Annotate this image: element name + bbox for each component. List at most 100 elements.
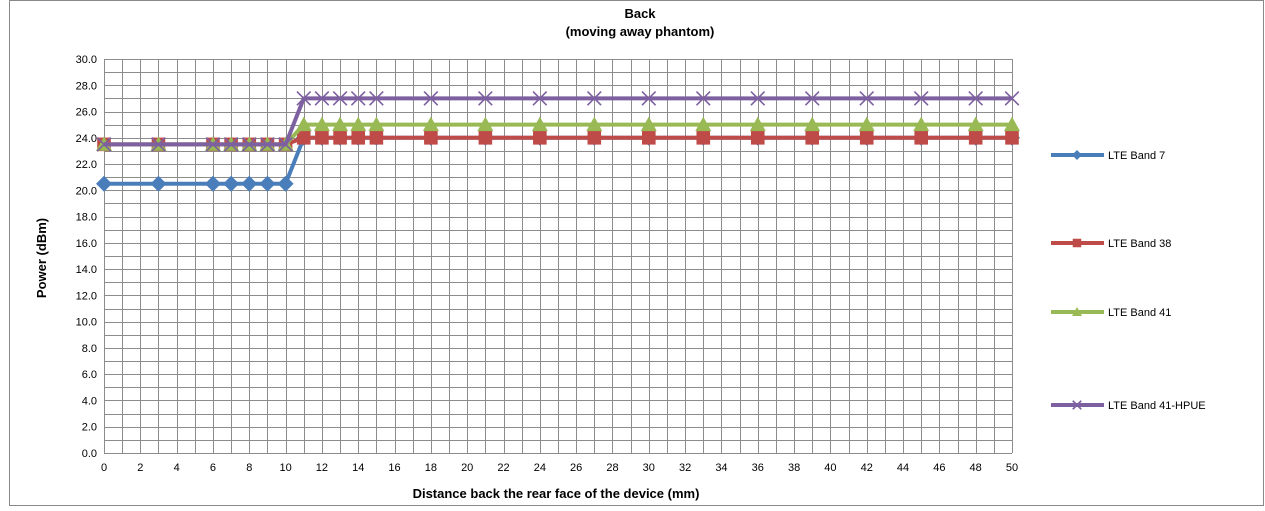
data-point [1072,150,1082,160]
x-tick-label: 34 [715,462,727,474]
data-point [1005,131,1019,145]
data-point [369,131,384,145]
y-tick-label: 8.0 [82,343,97,355]
data-point [259,175,276,192]
data-point [967,116,984,132]
data-point [477,91,493,106]
data-point [223,175,240,192]
data-point [914,131,928,145]
y-tick-label: 16.0 [76,238,97,250]
data-point [586,91,602,106]
data-point [204,175,221,192]
data-point [1004,91,1020,106]
data-point [332,91,348,106]
data-point [477,116,494,132]
x-tick-label: 32 [679,462,691,474]
data-point [96,137,112,152]
legend-label: LTE Band 7 [1108,150,1165,162]
legend-label: LTE Band 41-HPUE [1108,400,1206,412]
x-tick-label: 0 [101,462,107,474]
data-point [1072,307,1082,316]
y-tick-label: 30.0 [76,54,97,66]
x-tick-label: 46 [933,462,945,474]
chart-subtitle: (moving away phantom) [566,24,715,39]
x-tick-label: 42 [861,462,873,474]
data-point [368,116,385,132]
data-point [750,131,765,145]
data-point [913,116,930,132]
data-point [241,175,258,192]
data-point [296,91,312,106]
legend-entry: LTE Band 38 [1051,238,1171,250]
y-tick-label: 18.0 [76,212,97,224]
data-point [333,131,347,145]
y-tick-label: 28.0 [76,80,97,92]
y-tick-label: 20.0 [76,185,97,197]
data-point [533,131,547,145]
x-tick-label: 30 [643,462,655,474]
data-point [859,91,875,106]
data-point [1072,238,1082,248]
data-point [151,137,166,152]
chart-title: Back [624,6,656,21]
data-point [424,131,438,145]
data-point [805,131,820,145]
data-point [968,131,983,145]
data-point [315,131,329,145]
x-tick-label: 36 [752,462,764,474]
legend-entry: LTE Band 7 [1051,150,1165,162]
y-tick-label: 0.0 [82,448,97,460]
x-tick-label: 2 [137,462,143,474]
x-tick-label: 4 [174,462,180,474]
data-point [277,175,294,192]
data-point [423,91,439,106]
data-point [296,131,311,145]
data-point [587,131,602,145]
y-tick-label: 10.0 [76,317,97,329]
x-axis-title: Distance back the rear face of the devic… [413,486,700,501]
data-point [1004,116,1020,132]
x-tick-label: 20 [461,462,473,474]
x-tick-label: 26 [570,462,582,474]
x-tick-label: 18 [425,462,437,474]
y-tick-label: 2.0 [82,422,97,434]
data-point [640,116,657,132]
legend: LTE Band 7 LTE Band 38 LTE Band 41 LTE Band… [1051,150,1206,412]
x-tick-label: 28 [606,462,618,474]
data-point [369,91,384,106]
x-tick-label: 6 [210,462,216,474]
y-tick-label: 22.0 [76,159,97,171]
axes: 0.0 2.0 4.0 6.0 8.0 10.0 12.0 14.0 16.0 18.0 20.0 2… [76,54,1019,474]
series [96,91,1020,152]
y-tick-label: 4.0 [82,395,97,407]
data-point [750,91,766,106]
data-point [313,116,330,132]
x-tick-label: 50 [1006,462,1018,474]
legend-label: LTE Band 38 [1108,238,1171,250]
data-point [422,116,439,132]
data-point [804,91,820,106]
legend-entry: LTE Band 41-HPUE [1051,400,1206,412]
series-line [104,96,1012,147]
chart-frame [9,0,1264,506]
x-tick-label: 10 [279,462,291,474]
data-point [351,131,366,145]
data-point [350,91,366,106]
x-tick-label: 22 [497,462,509,474]
data-point [641,91,657,106]
data-point [695,116,712,132]
data-point [96,175,112,192]
data-point [804,116,821,132]
data-point [749,116,766,132]
x-tick-label: 24 [534,462,546,474]
data-point [223,137,239,152]
data-point [1072,400,1082,410]
data-point [913,91,929,106]
data-point [478,131,493,145]
x-tick-label: 38 [788,462,800,474]
data-point [350,116,367,132]
y-tick-label: 26.0 [76,107,97,119]
data-point [968,91,984,106]
